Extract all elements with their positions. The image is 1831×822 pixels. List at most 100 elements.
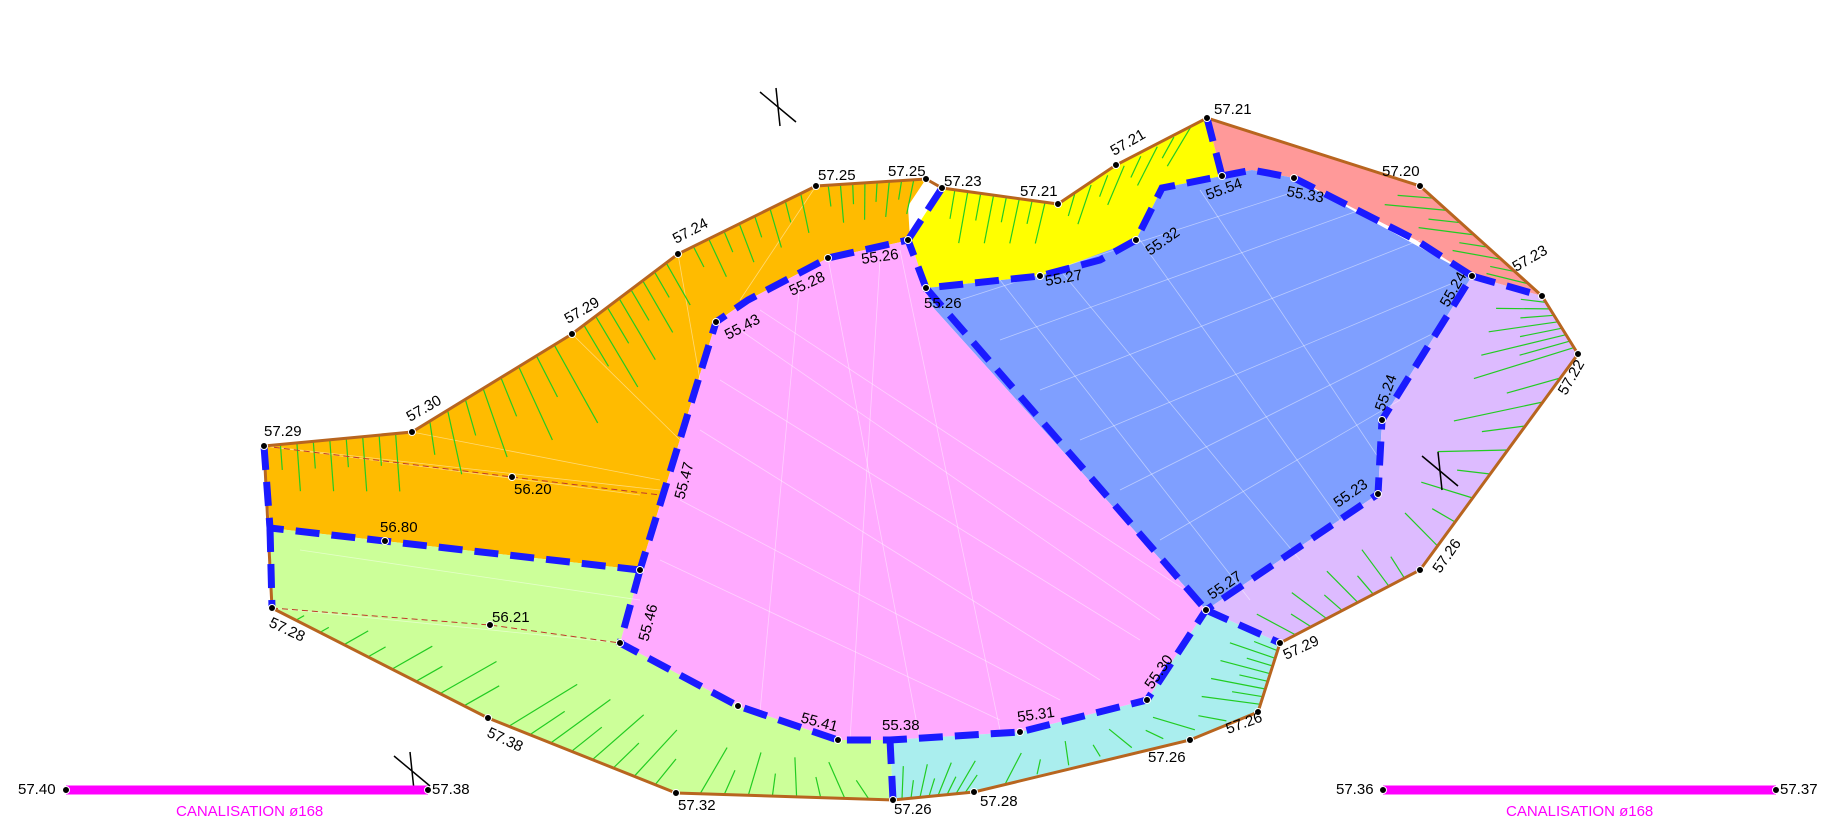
slope-tick: [1239, 674, 1268, 682]
slope-tick: [1384, 204, 1448, 211]
slope-tick: [583, 324, 610, 367]
slope-tick: [1009, 198, 1020, 244]
breakline-right-top: [1203, 117, 1226, 177]
elev-label: 56.21: [492, 609, 530, 626]
survey-point: [712, 318, 720, 326]
slope-tick: [738, 223, 755, 263]
slope-tick: [653, 271, 670, 298]
pipe-end-point: [62, 786, 70, 794]
slope-tick: [279, 444, 283, 470]
slope-tick: [592, 714, 645, 761]
elev-label: 57.25: [818, 167, 856, 184]
zone-pink: [620, 240, 1206, 740]
elev-label: 57.26: [894, 801, 932, 818]
crosshair-marker: [1421, 451, 1459, 491]
pipe-start-elev: 57.36: [1336, 781, 1374, 798]
slope-tick: [1099, 175, 1109, 197]
slope-tick: [747, 752, 762, 796]
elev-label: 57.28: [980, 793, 1018, 810]
survey-point: [568, 330, 576, 338]
slope-tick: [1229, 642, 1276, 659]
slope-tick: [708, 238, 727, 278]
elev-label: 57.21: [1020, 183, 1058, 200]
crosshair-marker: [393, 751, 431, 791]
slope-tick: [447, 410, 463, 475]
slope-tick: [1437, 449, 1508, 453]
slope-tick: [1161, 136, 1175, 159]
slope-tick: [1520, 314, 1555, 319]
slope-tick: [1459, 242, 1488, 248]
survey-point: [1203, 114, 1211, 122]
survey-point: [1202, 606, 1210, 614]
slope-tick: [1428, 218, 1461, 224]
slope-tick: [1361, 549, 1390, 587]
slope-tick: [345, 438, 349, 468]
slope-tick: [910, 780, 914, 799]
slope-tick: [852, 183, 855, 205]
slope-tick: [800, 193, 810, 234]
survey-point: [1378, 416, 1386, 424]
slope-tick: [1246, 657, 1273, 667]
slope-tick: [1067, 194, 1076, 217]
slope-tick: [1107, 165, 1125, 206]
slope-tick: [618, 298, 656, 361]
slope-tick: [464, 399, 477, 436]
survey-point: [508, 473, 516, 481]
pipe-left: 57.40 57.38 CANALISATION ø168: [18, 781, 470, 820]
survey-point: [1132, 236, 1140, 244]
slope-tick: [828, 761, 846, 799]
slope-tick: [1130, 155, 1142, 178]
zone-orange: [264, 179, 926, 570]
survey-point: [672, 789, 680, 797]
thin-line-1: [263, 445, 661, 496]
survey-point: [408, 428, 416, 436]
slope-tick: [1136, 146, 1158, 186]
elev-label: 57.26: [1148, 749, 1186, 766]
survey-point: [922, 284, 930, 292]
pipe-label: CANALISATION ø168: [1506, 803, 1653, 820]
slope-tick: [1496, 307, 1551, 310]
slope-tick: [983, 194, 995, 244]
slope-tick: [1005, 752, 1022, 784]
slope-tick: [949, 189, 956, 219]
slope-tick: [699, 747, 728, 795]
survey-point: [834, 736, 842, 744]
slope-tick: [1232, 691, 1263, 698]
elev-label: 55.31: [1016, 704, 1056, 726]
slope-tick: [1210, 677, 1266, 690]
slope-tick: [1486, 272, 1529, 285]
pipe-end-point: [1379, 786, 1387, 794]
slope-tick: [654, 758, 677, 786]
slope-tick: [1421, 481, 1473, 499]
survey-point: [268, 604, 276, 612]
survey-point: [1416, 182, 1424, 190]
slope-tick: [1108, 728, 1133, 749]
slope-tick: [1481, 425, 1526, 433]
elev-label: 57.32: [678, 797, 716, 814]
slope-tick: [439, 660, 497, 695]
slope-tick: [1064, 741, 1070, 766]
slope-tick: [815, 776, 822, 798]
elev-label: 55.33: [1285, 183, 1325, 206]
elev-label: 57.25: [888, 163, 926, 180]
zone-lightgreen: [270, 528, 893, 800]
slope-tick: [1092, 744, 1101, 757]
elev-label: 55.26: [924, 295, 962, 312]
breakline-left-edge: [266, 527, 276, 609]
slope-tick: [937, 762, 952, 796]
pipe-end-elev: 57.38: [432, 781, 470, 798]
slope-tick: [1166, 127, 1191, 167]
survey-point: [734, 702, 742, 710]
elev-label: 55.26: [860, 246, 900, 268]
slope-tick: [1390, 556, 1405, 579]
slope-tick: [1145, 729, 1164, 740]
slope-tick: [595, 315, 639, 388]
slope-tick: [898, 180, 903, 200]
slope-tick: [571, 726, 603, 752]
slope-tick: [1152, 716, 1196, 731]
survey-point: [1416, 566, 1424, 574]
elev-label: 57.23: [1510, 242, 1551, 275]
survey-point: [381, 537, 389, 545]
survey-point: [1016, 728, 1024, 736]
